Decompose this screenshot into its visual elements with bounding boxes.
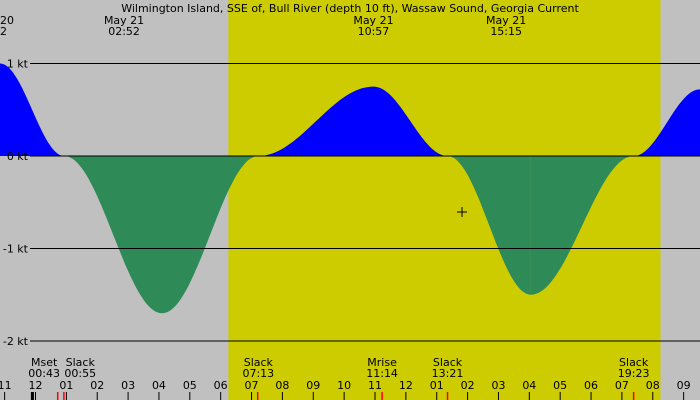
x-tick-label: 12 xyxy=(399,379,413,392)
x-tick-label: 04 xyxy=(152,379,166,392)
ebb-area xyxy=(162,156,259,314)
event-label: Mrise xyxy=(367,356,397,369)
top-annotation-text: May 21 xyxy=(486,14,526,27)
x-tick-label: 08 xyxy=(646,379,660,392)
event-label: Slack xyxy=(244,356,274,369)
top-annotation-text: May 21 xyxy=(104,14,144,27)
crosshair-icon xyxy=(457,207,467,217)
top-annotation-text: 02:52 xyxy=(108,25,140,38)
x-tick-label: 05 xyxy=(183,379,197,392)
event-label: Slack xyxy=(66,356,96,369)
flood-area xyxy=(0,63,65,156)
x-axis: 11 12 01 02 03 04 05 06 07 08 09 10 11 12 01 02 03 04 05 06… xyxy=(0,379,691,400)
x-tick-label: 02 xyxy=(461,379,475,392)
x-tick-label: 06 xyxy=(214,379,228,392)
top-annotation-text: 20 xyxy=(0,14,14,27)
chart-title: Wilmington Island, SSE of, Bull River (d… xyxy=(121,2,579,15)
x-tick-label: 03 xyxy=(491,379,505,392)
ebb-area xyxy=(447,156,531,295)
event-label: Slack xyxy=(619,356,649,369)
y-axis-labels: 1 kt 0 kt -1 kt -2 kt xyxy=(3,58,29,349)
x-tick-label: 01 xyxy=(59,379,73,392)
x-tick-label: 11 xyxy=(368,379,382,392)
flood-area xyxy=(373,86,448,156)
y-tick-label: -2 kt xyxy=(3,335,29,348)
y-tick-label: 0 kt xyxy=(7,150,29,163)
top-annotation-text: May 21 xyxy=(353,14,393,27)
x-tick-label: 05 xyxy=(553,379,567,392)
x-tick-label: 09 xyxy=(306,379,320,392)
event-label: 00:55 xyxy=(64,367,96,380)
top-annotation-text: 15:15 xyxy=(490,25,522,38)
x-tick-label: 03 xyxy=(121,379,135,392)
event-label: Slack xyxy=(433,356,463,369)
event-label: 13:21 xyxy=(432,367,464,380)
flood-area xyxy=(258,86,374,156)
y-tick-label: -1 kt xyxy=(3,243,29,256)
gridlines xyxy=(30,63,700,342)
x-tick-label: 08 xyxy=(275,379,289,392)
x-tick-label: 09 xyxy=(677,379,691,392)
event-label: 07:13 xyxy=(242,367,274,380)
top-annotation-text: 10:57 xyxy=(358,25,390,38)
x-tick-label: 01 xyxy=(430,379,444,392)
daylight-band xyxy=(228,0,661,400)
event-label: Mset xyxy=(31,356,58,369)
x-tick-label: 11 xyxy=(0,379,12,392)
top-annotation-text: 2 xyxy=(0,25,7,38)
x-tick-label: 07 xyxy=(245,379,259,392)
current-areas xyxy=(0,63,700,314)
x-tick-label: 06 xyxy=(584,379,598,392)
flood-area xyxy=(633,89,700,156)
x-tick-label: 12 xyxy=(28,379,42,392)
ebb-area xyxy=(64,156,162,314)
x-tick-label: 10 xyxy=(337,379,351,392)
midnight-marker xyxy=(30,392,34,400)
bottom-events: Mset00:43Slack00:55Slack07:13Mrise11:14S… xyxy=(28,356,649,380)
ebb-area xyxy=(530,156,634,295)
y-tick-label: 1 kt xyxy=(7,58,29,71)
x-tick-label: 04 xyxy=(522,379,536,392)
event-label: 00:43 xyxy=(28,367,60,380)
event-label: 19:23 xyxy=(618,367,650,380)
event-label: 11:14 xyxy=(366,367,398,380)
x-tick-label: 07 xyxy=(615,379,629,392)
x-tick-label: 02 xyxy=(90,379,104,392)
